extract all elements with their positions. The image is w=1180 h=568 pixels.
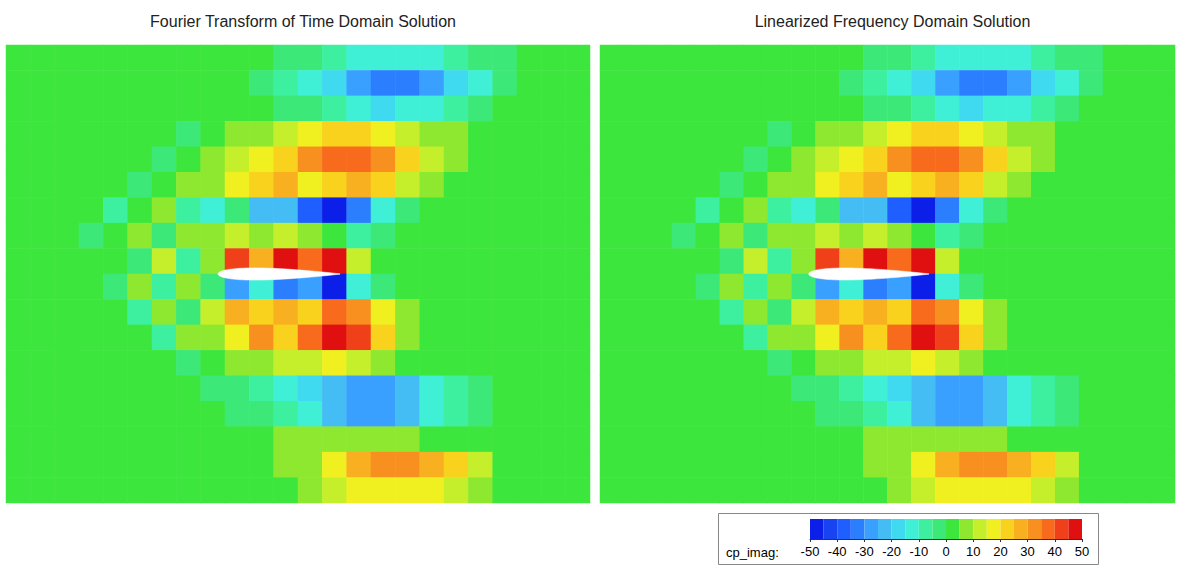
svg-text:0: 0 [942,544,949,559]
svg-text:-50: -50 [801,544,820,559]
svg-text:-20: -20 [882,544,901,559]
svg-text:Fourier Transform of Time Doma: Fourier Transform of Time Domain Solutio… [150,13,456,30]
svg-text:50: 50 [1075,544,1089,559]
svg-text:30: 30 [1020,544,1034,559]
svg-text:Linearized Frequency Domain So: Linearized Frequency Domain Solution [755,13,1031,30]
svg-text:-30: -30 [855,544,874,559]
svg-text:-40: -40 [828,544,847,559]
svg-text:20: 20 [993,544,1007,559]
svg-text:cp_imag:: cp_imag: [726,545,779,560]
svg-text:10: 10 [966,544,980,559]
svg-text:-10: -10 [909,544,928,559]
svg-text:40: 40 [1048,544,1062,559]
